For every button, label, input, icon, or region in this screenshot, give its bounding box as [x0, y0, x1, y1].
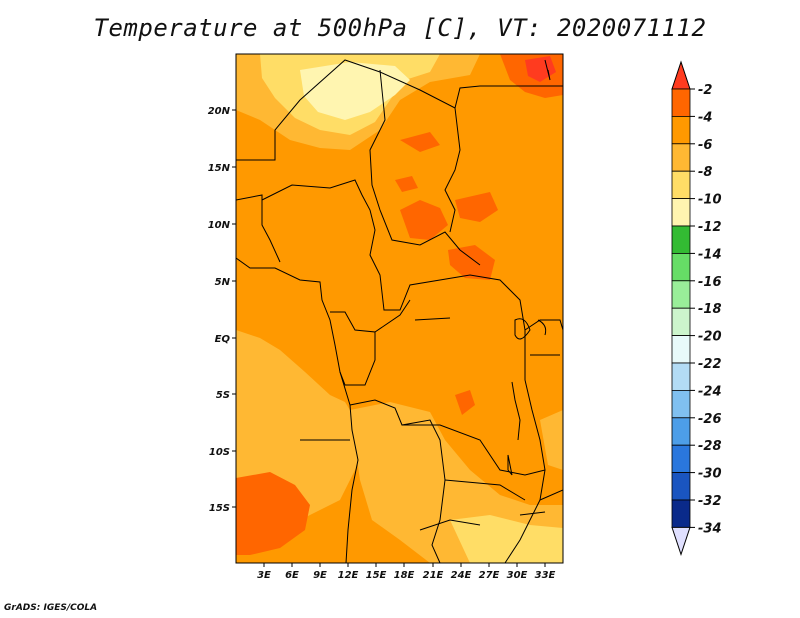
temp-region-southwest-warm — [236, 472, 310, 555]
lat-label-15s: 15S — [209, 503, 230, 514]
colorbar-label: -14 — [698, 247, 722, 262]
map-title: Temperature at 500hPa [C], VT: 202007111… — [93, 14, 707, 42]
lon-label-15e: 15E — [366, 570, 387, 581]
colorbar-label: -2 — [698, 83, 712, 98]
colorbar-box — [671, 198, 691, 227]
lat-label-10s: 10S — [209, 447, 230, 458]
colorbar-box — [671, 143, 691, 172]
colorbar-box — [671, 362, 691, 391]
colorbar-label: -24 — [698, 384, 722, 399]
colorbar-box — [671, 444, 691, 474]
lon-label-3e: 3E — [257, 570, 271, 581]
temp-region-chad-warm — [395, 176, 418, 192]
colorbar-box — [671, 280, 691, 309]
lat-label-eq: EQ — [215, 334, 231, 345]
colorbar-box — [671, 88, 691, 117]
colorbar-label: -4 — [698, 110, 712, 125]
colorbar-label: -34 — [698, 521, 722, 536]
temp-region-sahara-coldest — [300, 62, 410, 120]
colorbar-label: -30 — [698, 467, 722, 482]
lon-axis: 3E 6E 9E 12E 15E 18E 21E 24E 27E 30E 33E — [257, 563, 556, 581]
temp-region-south-cold — [450, 515, 563, 563]
lon-label-21e: 21E — [423, 570, 444, 581]
colorbar-box — [671, 307, 691, 337]
lon-label-24e: 24E — [451, 570, 472, 581]
colorbar-label: -28 — [698, 439, 722, 454]
map-frame — [235, 53, 564, 564]
lat-label-5n: 5N — [215, 277, 231, 288]
lon-label-27e: 27E — [479, 570, 500, 581]
temp-region-libya-warm — [400, 132, 440, 152]
colorbar-box — [671, 170, 691, 199]
lon-label-9e: 9E — [313, 570, 327, 581]
colorbar-label: -8 — [698, 165, 712, 180]
colorbar-box — [671, 472, 691, 501]
colorbar-box — [671, 252, 691, 282]
lat-axis: 20N 15N 10N 5N EQ 5S 10S 15S — [208, 106, 236, 514]
colorbar-label: -16 — [698, 275, 722, 290]
grads-credit: GrADS: IGES/COLA — [4, 603, 98, 613]
lon-label-33e: 33E — [535, 570, 556, 581]
lon-label-6e: 6E — [285, 570, 299, 581]
temp-region-northeast-core — [525, 56, 556, 82]
colorbar-top-arrow — [671, 60, 691, 90]
lon-label-12e: 12E — [338, 570, 359, 581]
lon-label-30e: 30E — [507, 570, 528, 581]
colorbar-label: -22 — [698, 357, 722, 372]
lat-label-10n: 10N — [208, 220, 231, 231]
temp-region-car-warm — [448, 245, 495, 280]
lat-label-5s: 5S — [216, 390, 230, 401]
lon-label-18e: 18E — [394, 570, 415, 581]
colorbar-label: -12 — [698, 220, 722, 235]
map-panel — [236, 54, 563, 563]
colorbar-box — [671, 335, 691, 364]
colorbar-label: -10 — [698, 193, 722, 208]
lat-label-20n: 20N — [208, 106, 231, 117]
lat-label-15n: 15N — [208, 163, 231, 174]
country-borders — [236, 59, 563, 563]
temp-region-central-warm — [400, 200, 448, 240]
colorbar-box — [671, 417, 691, 446]
colorbar-box — [671, 499, 691, 528]
temp-region-congo-warm — [455, 390, 475, 415]
lakes — [414, 59, 551, 516]
colorbar-label: -18 — [698, 302, 722, 317]
colorbar: -2 -4 -6 -8 -10 -12 -14 -16 -18 -20 -22 -24 -26 -28 -3… — [671, 60, 722, 556]
colorbar-label: -26 — [698, 412, 722, 427]
colorbar-label: -32 — [698, 494, 722, 509]
colorbar-label: -6 — [698, 138, 712, 153]
colorbar-box — [671, 225, 691, 254]
colorbar-bottom-arrow — [671, 526, 691, 556]
temp-region-east-kenya — [540, 410, 563, 470]
temp-region-sudan-warm — [455, 192, 498, 222]
colorbar-label: -20 — [698, 330, 722, 345]
colorbar-box — [671, 389, 691, 419]
colorbar-box — [671, 116, 691, 145]
